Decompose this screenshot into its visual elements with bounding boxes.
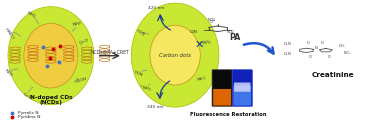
Text: NH$_2$: NH$_2$ — [195, 74, 207, 84]
Text: O$^-$: O$^-$ — [209, 18, 216, 25]
Text: NH$_2$: NH$_2$ — [25, 9, 37, 21]
Text: N: N — [314, 46, 317, 50]
FancyBboxPatch shape — [212, 70, 232, 106]
Text: NH$_2$: NH$_2$ — [71, 20, 83, 29]
Text: N-doped CDs: N-doped CDs — [29, 95, 72, 100]
Text: H$_2$N: H$_2$N — [132, 68, 144, 79]
Text: H: H — [321, 41, 324, 45]
Text: NO$_2$: NO$_2$ — [207, 16, 216, 24]
Ellipse shape — [131, 3, 219, 107]
Text: C=O: C=O — [22, 92, 33, 100]
Text: (NCDs): (NCDs) — [39, 100, 62, 106]
Text: C=O: C=O — [79, 38, 90, 45]
Text: O: O — [328, 55, 331, 59]
Text: ✕: ✕ — [195, 40, 204, 50]
Text: NO$_2$: NO$_2$ — [343, 49, 352, 57]
Ellipse shape — [8, 7, 94, 105]
Ellipse shape — [24, 23, 78, 88]
Text: Creatinine: Creatinine — [311, 72, 354, 78]
Text: $^+$NH$_3$: $^+$NH$_3$ — [138, 83, 153, 94]
Text: CH$_3$: CH$_3$ — [338, 42, 347, 50]
Text: O: O — [307, 41, 310, 45]
Text: NCDs@PA+CRET: NCDs@PA+CRET — [90, 49, 129, 54]
Text: $^+$NH$_2$: $^+$NH$_2$ — [198, 38, 213, 49]
Text: PA: PA — [229, 33, 240, 42]
Text: O$_2$N: O$_2$N — [283, 51, 291, 58]
FancyBboxPatch shape — [213, 89, 231, 106]
Text: H$_2$N: H$_2$N — [133, 27, 146, 39]
Ellipse shape — [150, 25, 200, 85]
Text: O: O — [309, 55, 311, 59]
Text: O$_2$N: O$_2$N — [189, 28, 199, 36]
FancyBboxPatch shape — [232, 70, 253, 106]
Text: 340 nm: 340 nm — [147, 105, 164, 109]
Text: NO$_2$: NO$_2$ — [226, 28, 236, 36]
FancyBboxPatch shape — [234, 83, 251, 92]
Text: Pyrrolic N: Pyrrolic N — [19, 111, 39, 115]
Text: 420 nm: 420 nm — [148, 6, 165, 11]
Text: Carbon dots: Carbon dots — [159, 53, 191, 58]
Text: O$_2$N: O$_2$N — [283, 40, 291, 48]
Text: NH$_3$: NH$_3$ — [2, 67, 14, 79]
FancyBboxPatch shape — [233, 85, 251, 106]
Text: Pyridine N: Pyridine N — [19, 115, 41, 119]
Text: COOH: COOH — [74, 77, 88, 84]
Text: Fluorescence Restoration: Fluorescence Restoration — [190, 112, 266, 117]
Text: HNO$_3$: HNO$_3$ — [2, 25, 16, 41]
